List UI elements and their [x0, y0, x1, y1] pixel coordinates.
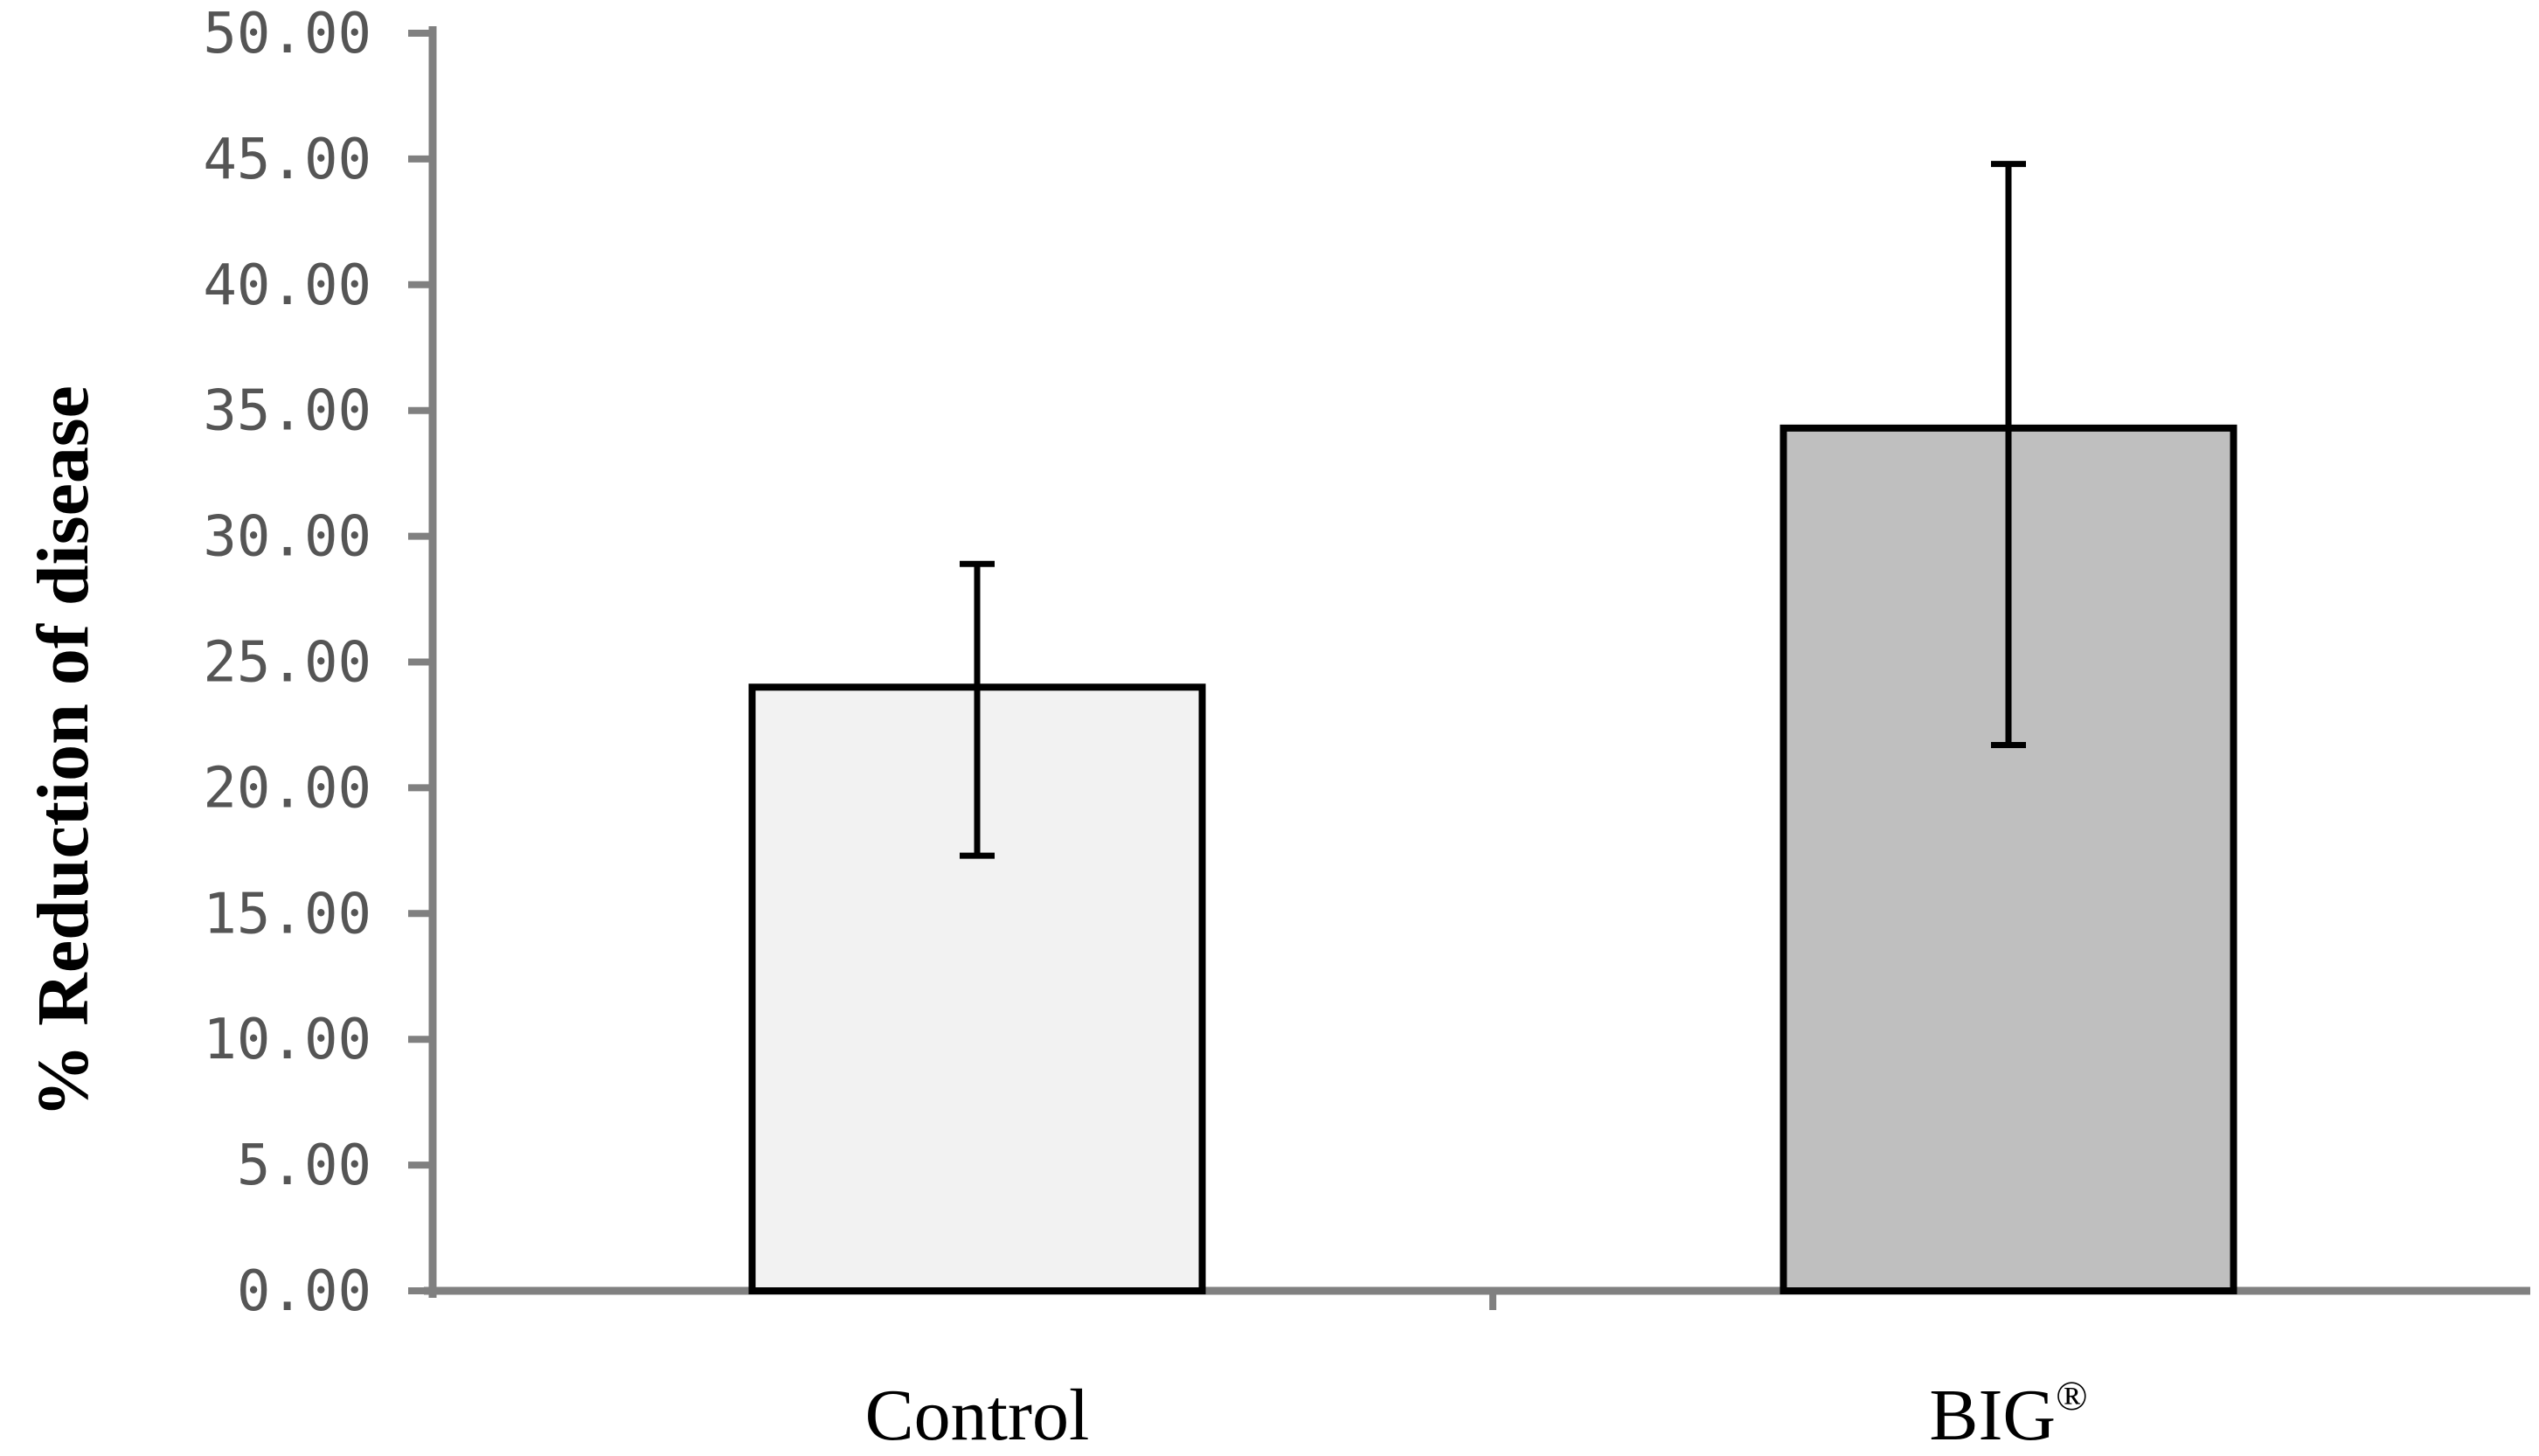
y-tick-label: 35.00 — [203, 379, 371, 444]
x-category-label: Control — [865, 1375, 1090, 1452]
axis-labels: Control BIG® % Reduction of disease — [23, 385, 2088, 1456]
error-bar-big — [1991, 161, 2026, 748]
y-tick-label: 45.00 — [203, 128, 371, 192]
y-tick-label: 10.00 — [203, 1008, 371, 1072]
y-tick-label: 20.00 — [203, 756, 371, 821]
y-tick-label: 30.00 — [203, 505, 371, 570]
y-tick-label: 5.00 — [237, 1134, 371, 1198]
y-tick-label: 40.00 — [203, 253, 371, 318]
x-category-label: BIG® — [1929, 1373, 2087, 1452]
y-tick-label: 0.00 — [237, 1259, 371, 1324]
y-axis: 0.00 5.00 10.00 15.00 20.00 25.00 30.00 35.00 40… — [203, 2, 437, 1324]
error-bar-control — [960, 560, 995, 859]
y-axis-title: % Reduction of disease — [23, 385, 104, 1118]
error-bars — [960, 161, 2026, 859]
y-tick-label: 15.00 — [203, 882, 371, 946]
y-tick-label: 50.00 — [203, 2, 371, 66]
y-tick-label: 25.00 — [203, 631, 371, 696]
